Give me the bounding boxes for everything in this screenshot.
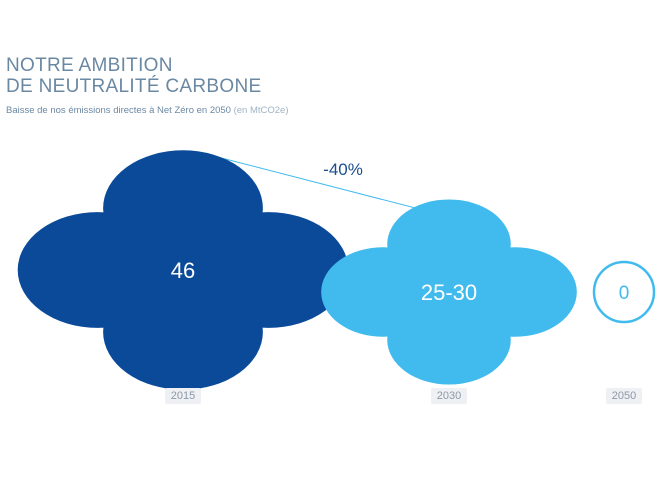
bubble-shape-2050 bbox=[592, 260, 656, 324]
bubble-shape-2015 bbox=[17, 150, 349, 390]
chart-subtitle: Baisse de nos émissions directes à Net Z… bbox=[6, 105, 289, 116]
chart-title-line-2: DE NEUTRALITÉ CARBONE bbox=[6, 76, 262, 97]
bubble-value-2015: 46 bbox=[171, 258, 195, 283]
year-label-2050: 2050 bbox=[606, 388, 642, 404]
chart-subtitle-text: Baisse de nos émissions directes à Net Z… bbox=[6, 105, 231, 116]
bubble-value-2030: 25-30 bbox=[421, 280, 477, 305]
chart-title: NOTRE AMBITION DE NEUTRALITÉ CARBONE bbox=[6, 55, 261, 97]
chart-subtitle-unit: (en MtCO2e) bbox=[233, 105, 289, 116]
year-label-2030: 2030 bbox=[431, 388, 467, 404]
year-label-2015: 2015 bbox=[165, 388, 201, 404]
reduction-arrow bbox=[201, 152, 455, 221]
chart-title-line-1: NOTRE AMBITION bbox=[6, 55, 173, 76]
bubble-2030: 25-30 bbox=[321, 199, 577, 385]
bubble-value-2050: 0 bbox=[619, 283, 630, 304]
bubble-2050: 0 bbox=[592, 260, 656, 324]
reduction-annotation-label: -40% bbox=[323, 160, 363, 179]
bubble-2015: 46 bbox=[17, 150, 349, 390]
bubble-shape-2030 bbox=[321, 199, 577, 385]
